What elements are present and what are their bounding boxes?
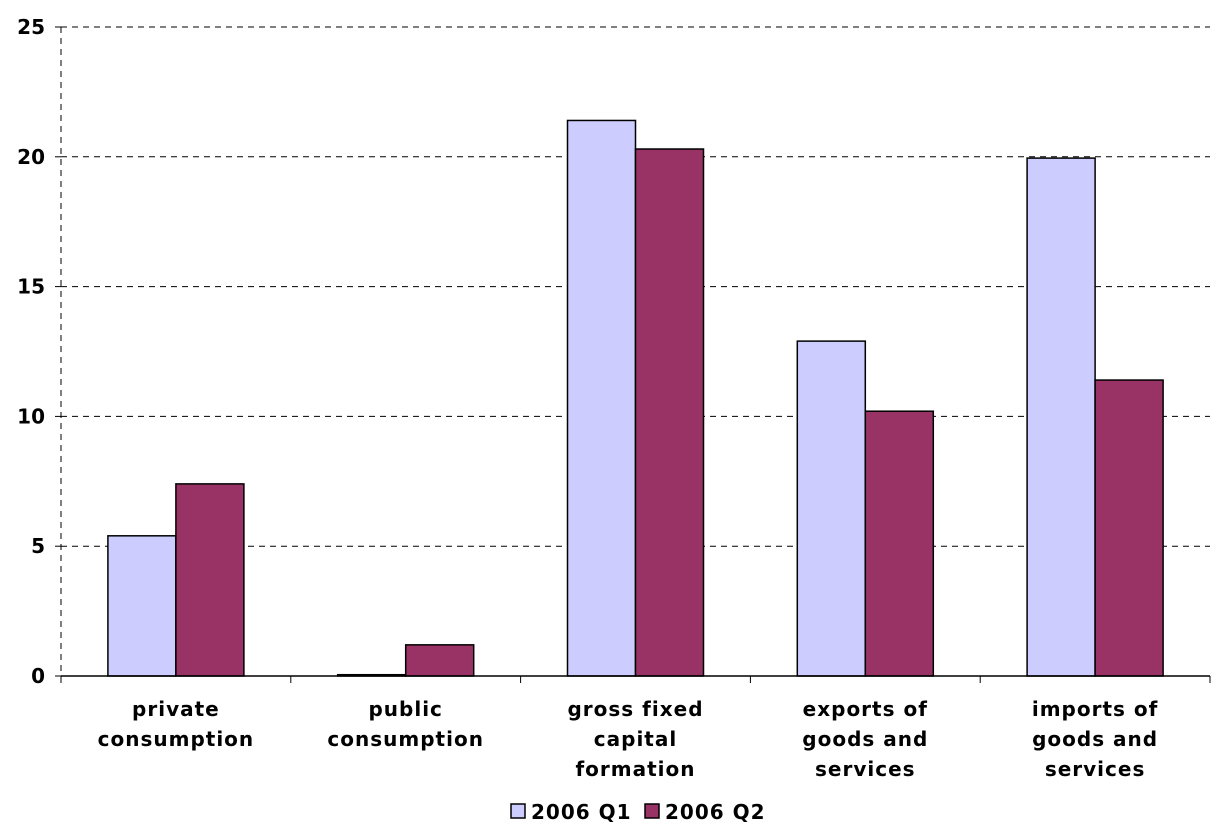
x-category-label: consumption [327,727,484,751]
bar-q2 [175,483,245,677]
y-tick-label: 15 [17,275,45,299]
x-category-label: goods and [1032,727,1158,751]
y-tick-label: 20 [17,145,45,169]
x-category-label: private [132,697,220,721]
y-tick-label: 25 [17,15,45,39]
x-category-label: exports of [803,697,928,721]
x-category-label: public [368,697,442,721]
bar-q1 [796,340,867,677]
x-category-label: services [815,757,916,781]
x-category-label: formation [575,757,695,781]
legend-label: 2006 Q2 [665,800,766,824]
bar-q2 [864,410,935,677]
axes [55,26,1211,683]
legend-swatch-q1 [510,803,526,819]
legend-swatch-q2 [644,803,660,819]
bar-q1 [107,535,177,677]
x-category-label: consumption [98,727,255,751]
bar-q2 [634,148,705,677]
y-tick-label: 5 [31,534,45,558]
y-tick-label: 10 [17,404,45,428]
bar-q1 [566,119,637,677]
x-category-label: gross fixed [567,697,703,721]
x-category-label: imports of [1032,697,1158,721]
x-category-label: capital [594,727,677,751]
bars [107,119,1164,677]
x-category-label: goods and [802,727,928,751]
legend-label: 2006 Q1 [531,800,632,824]
bar-q2 [404,644,475,677]
y-tick-label: 0 [31,664,45,688]
legend: 2006 Q1 2006 Q2 [510,800,766,824]
bar-q2 [1094,379,1164,677]
x-category-label: services [1045,757,1146,781]
axis-labels: 0 5 10 15 20 25 private consumption public consum… [17,15,1158,781]
bar-q1 [1026,157,1096,677]
